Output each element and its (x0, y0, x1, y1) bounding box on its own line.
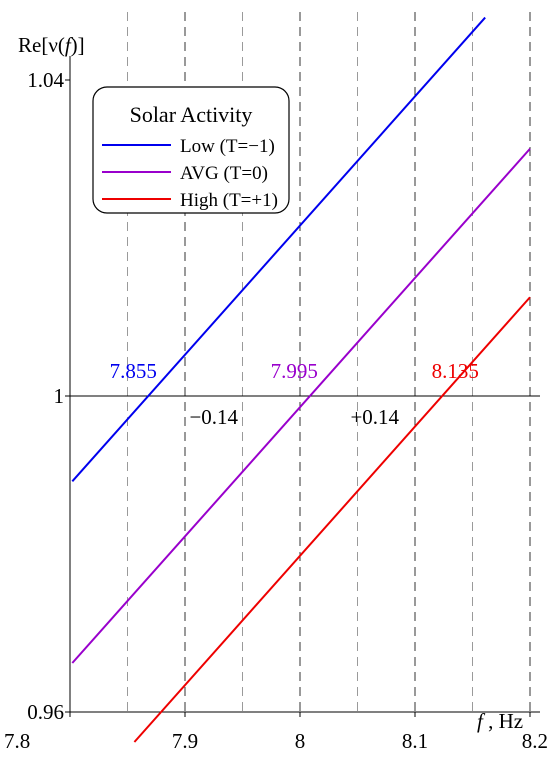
x-tick-label: 8 (295, 729, 306, 753)
series-line (133, 296, 531, 743)
x-tick-label: 7.9 (172, 729, 198, 753)
y-tick-label: 0.96 (27, 700, 64, 724)
annotations: 7.855 7.995 8.135 −0.14 +0.14 (110, 359, 479, 429)
series-line (71, 16, 486, 482)
annotation-label: 8.135 (432, 359, 479, 383)
series-line (71, 148, 531, 664)
tick-labels: 7.8 7.9 8 8.1 8.2 0.96 1 1.04 (4, 68, 548, 753)
series-lines (71, 16, 531, 743)
x-tick-label: 7.8 (4, 729, 30, 753)
y-tick-label: 1.04 (27, 68, 64, 92)
legend-box (92, 86, 290, 214)
legend-label: High (T=+1) (180, 190, 278, 211)
y-axis-label: Re[ν(f)] (18, 33, 85, 57)
y-tick-label: 1 (54, 384, 65, 408)
annotation-label: −0.14 (189, 405, 238, 429)
legend: Solar Activity Low (T=−1) AVG (T=0) High (… (92, 86, 290, 214)
x-axis-label: f , Hz (477, 709, 523, 733)
annotation-label: 7.995 (271, 359, 318, 383)
annotation-label: +0.14 (350, 405, 399, 429)
x-tick-label: 8.2 (522, 729, 548, 753)
annotation-label: 7.855 (110, 359, 157, 383)
legend-label: Low (T=−1) (180, 136, 275, 157)
x-tick-label: 8.1 (402, 729, 428, 753)
legend-label: AVG (T=0) (180, 163, 268, 184)
legend-title: Solar Activity (130, 102, 253, 127)
